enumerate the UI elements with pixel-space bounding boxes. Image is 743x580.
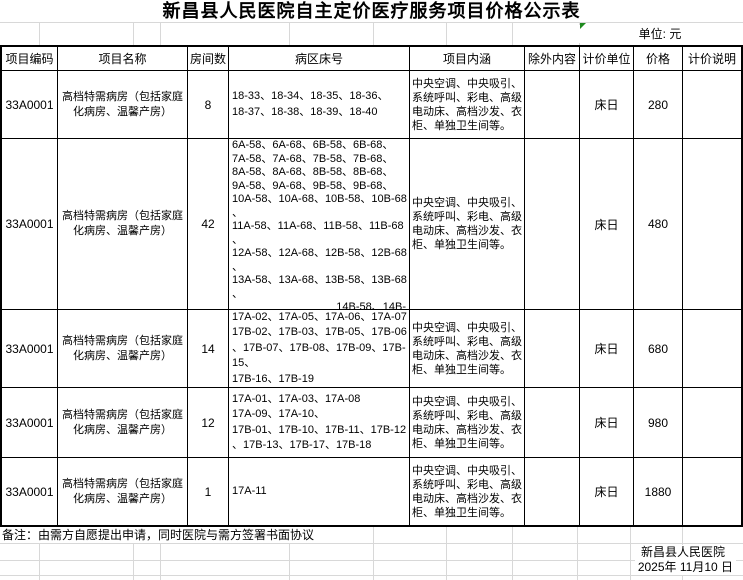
col-header-code: 项目编码 [2, 47, 58, 71]
col-header-price: 价格 [634, 47, 683, 71]
cell-rooms: 14 [188, 310, 229, 388]
cell-content: 中央空调、中央吸引、 系统呼叫、彩电、高级 电动床、高档沙发、衣 柜、单独卫生间… [410, 139, 525, 310]
cell-excluded [525, 310, 580, 388]
publish-date: 2025年 11月10 日 [634, 560, 736, 575]
cell-name: 高档特需病房（包括家庭 化病房、温馨产房） [58, 310, 188, 388]
bed-list: 6A-58、6A-68、6B-58、6B-68、 7A-58、7A-68、7B-… [232, 139, 407, 300]
bed-list-clipped-line: 14B-58、14B- [336, 301, 406, 310]
cell-unit: 床日 [580, 458, 634, 525]
cell-price: 680 [634, 310, 683, 388]
cell-content: 中央空调、中央吸引、 系统呼叫、彩电、高级 电动床、高档沙发、衣 柜、单独卫生间… [410, 458, 525, 525]
cell-code: 33A0001 [2, 310, 58, 388]
cell-code: 33A0001 [2, 458, 58, 525]
cell-name: 高档特需病房（包括家庭 化病房、温馨产房） [58, 458, 188, 525]
cell-price: 1880 [634, 458, 683, 525]
cell-content: 中央空调、中央吸引、 系统呼叫、彩电、高级 电动床、高档沙发、衣 柜、单独卫生间… [410, 71, 525, 139]
col-header-rooms: 房间数 [188, 47, 229, 71]
cell-rooms: 1 [188, 458, 229, 525]
cell-rooms: 12 [188, 388, 229, 458]
cell-unit: 床日 [580, 310, 634, 388]
cell-excluded [525, 71, 580, 139]
cell-code: 33A0001 [2, 388, 58, 458]
cell-beds: 17A-02、17A-05、17A-06、17A-07 17B-02、17B-0… [229, 310, 410, 388]
cell-unit: 床日 [580, 139, 634, 310]
col-header-content: 项目内涵 [410, 47, 525, 71]
remark-note: 备注：由需方自愿提出申请，同时医院与需方签署书面协议 [2, 527, 323, 543]
cell-note [683, 458, 741, 525]
cell-note [683, 71, 741, 139]
cell-beds: 6A-58、6A-68、6B-58、6B-68、 7A-58、7A-68、7B-… [229, 139, 410, 310]
cell-code: 33A0001 [2, 71, 58, 139]
cell-beds: 18-33、18-34、18-35、18-36、 18-37、18-38、18-… [229, 71, 410, 139]
col-header-note: 计价说明 [683, 47, 741, 71]
cell-unit: 床日 [580, 71, 634, 139]
cell-beds: 17A-11 [229, 458, 410, 525]
unit-label: 单位: 元 [579, 25, 741, 43]
cell-note [683, 139, 741, 310]
cell-excluded [525, 388, 580, 458]
price-table: 项目编码 项目名称 房间数 病区床号 项目内涵 除外内容 计价单位 价格 计价说… [0, 45, 743, 527]
cell-price: 280 [634, 71, 683, 139]
col-header-unit: 计价单位 [580, 47, 634, 71]
col-header-beds: 病区床号 [229, 47, 410, 71]
cell-name: 高档特需病房（包括家庭 化病房、温馨产房） [58, 388, 188, 458]
cell-content: 中央空调、中央吸引、 系统呼叫、彩电、高级 电动床、高档沙发、衣 柜、单独卫生间… [410, 310, 525, 388]
cell-excluded [525, 458, 580, 525]
cell-code: 33A0001 [2, 139, 58, 310]
cell-unit: 床日 [580, 388, 634, 458]
hospital-signature: 新昌县人民医院 [637, 545, 728, 560]
cell-price: 980 [634, 388, 683, 458]
cell-beds: 17A-01、17A-03、17A-08 17A-09、17A-10、 17B-… [229, 388, 410, 458]
cell-excluded [525, 139, 580, 310]
cell-rooms: 42 [188, 139, 229, 310]
cell-name: 高档特需病房（包括家庭 化病房、温馨产房） [58, 139, 188, 310]
cell-price: 480 [634, 139, 683, 310]
cell-note [683, 310, 741, 388]
cell-rooms: 8 [188, 71, 229, 139]
cell-flag-icon [580, 23, 586, 29]
col-header-name: 项目名称 [58, 47, 188, 71]
page-title: 新昌县人民医院自主定价医疗服务项目价格公示表 [162, 1, 581, 21]
col-header-excluded: 除外内容 [525, 47, 580, 71]
cell-name: 高档特需病房（包括家庭 化病房、温馨产房） [58, 71, 188, 139]
cell-note [683, 388, 741, 458]
cell-content: 中央空调、中央吸引、 系统呼叫、彩电、高级 电动床、高档沙发、衣 柜、单独卫生间… [410, 388, 525, 458]
